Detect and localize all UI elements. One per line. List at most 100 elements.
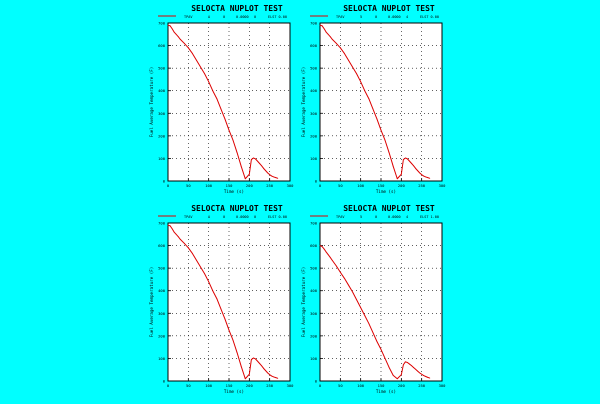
legend-entry: TPAV	[336, 215, 345, 219]
data-point	[175, 33, 177, 35]
data-point	[169, 25, 171, 27]
data-point	[167, 224, 169, 226]
legend-entry: 4	[406, 15, 408, 19]
data-point	[388, 367, 390, 368]
data-point	[224, 318, 226, 320]
legend-entry: TPAV	[184, 15, 193, 19]
data-point	[255, 158, 256, 160]
data-point	[232, 139, 234, 141]
y-tick-label: 300	[310, 311, 318, 316]
data-point	[352, 291, 353, 293]
legend-entry: 0	[223, 15, 225, 19]
data-point	[417, 170, 418, 172]
x-tick-label: 50	[186, 183, 191, 188]
x-tick-label: 100	[205, 183, 213, 188]
data-point	[319, 245, 321, 246]
data-point	[384, 358, 386, 359]
data-point	[411, 162, 412, 164]
x-tick-label: 150	[378, 183, 386, 188]
chart-title: SELOCTA NUPLOT TEST	[191, 4, 283, 13]
data-point	[204, 73, 206, 75]
x-tick-label: 250	[266, 183, 274, 188]
data-point	[356, 73, 357, 75]
y-tick-label: 400	[158, 288, 166, 293]
data-point	[261, 165, 262, 167]
data-point	[236, 352, 238, 354]
data-point	[250, 359, 252, 360]
data-point	[271, 175, 273, 177]
data-point	[171, 28, 173, 30]
data-point	[423, 175, 425, 177]
y-axis-label: Fuel Average Temperature (F)	[301, 267, 306, 338]
data-point	[323, 28, 325, 30]
chart-panel-3: SELOCTA NUPLOT TEST TPAV A 0 0.0000 0 ELST 0.0…	[149, 204, 294, 394]
y-tick-label: 0	[315, 179, 318, 184]
data-point	[187, 247, 189, 249]
chart-title: SELOCTA NUPLOT TEST	[343, 4, 435, 13]
data-point	[183, 242, 185, 244]
data-point	[376, 341, 378, 342]
y-axis-label: Fuel Average Temperature (F)	[301, 67, 306, 138]
data-point	[204, 273, 206, 275]
x-tick-label: 0	[167, 383, 170, 388]
data-point	[267, 372, 269, 374]
data-point	[405, 361, 406, 363]
data-point	[392, 165, 394, 167]
y-tick-label: 200	[158, 333, 166, 338]
x-tick-label: 0	[167, 183, 170, 188]
legend-entry: ELST 0.00	[268, 215, 287, 219]
y-tick-label: 400	[158, 88, 166, 93]
data-point	[344, 277, 345, 279]
data-point	[183, 42, 185, 44]
data-point	[325, 31, 327, 33]
plot-area	[167, 222, 291, 382]
data-point	[364, 315, 366, 316]
data-point	[419, 172, 421, 174]
data-point	[269, 374, 271, 376]
data-point	[265, 370, 266, 372]
data-point	[167, 24, 169, 26]
data-point	[360, 81, 362, 83]
data-point	[259, 162, 260, 164]
x-tick-label: 250	[418, 383, 426, 388]
data-point	[380, 349, 382, 350]
x-axis-label: Time (s)	[376, 189, 396, 194]
data-point	[216, 298, 218, 300]
x-tick-label: 200	[398, 383, 406, 388]
data-point	[400, 173, 402, 175]
data-point	[200, 266, 201, 268]
y-tick-label: 300	[158, 311, 166, 316]
data-point	[400, 374, 402, 376]
data-point	[240, 165, 242, 167]
legend-entry: 0.0000	[236, 15, 249, 19]
y-axis-label: Fuel Average Temperature (F)	[149, 67, 154, 138]
data-point	[335, 42, 337, 44]
x-tick-label: 0	[319, 183, 322, 188]
y-tick-label: 500	[310, 66, 318, 71]
legend-entry: 0	[223, 215, 225, 219]
data-point	[348, 284, 349, 286]
data-point	[265, 170, 266, 172]
data-point	[421, 373, 423, 375]
data-point	[325, 251, 327, 253]
legend-entry: 0	[375, 15, 377, 19]
data-point	[339, 271, 341, 273]
legend-entry: ELST 0.00	[420, 15, 439, 19]
data-point	[250, 159, 252, 160]
data-point	[429, 377, 431, 379]
data-point	[405, 157, 406, 159]
data-point	[212, 90, 214, 92]
data-point	[402, 364, 404, 366]
data-point	[277, 177, 279, 179]
data-point	[261, 365, 262, 367]
data-point	[323, 248, 325, 250]
data-point	[263, 167, 264, 169]
y-tick-label: 300	[158, 111, 166, 116]
chart-title: SELOCTA NUPLOT TEST	[343, 204, 435, 213]
plot-area	[167, 22, 291, 182]
y-tick-label: 400	[310, 88, 318, 93]
data-point	[329, 256, 331, 258]
